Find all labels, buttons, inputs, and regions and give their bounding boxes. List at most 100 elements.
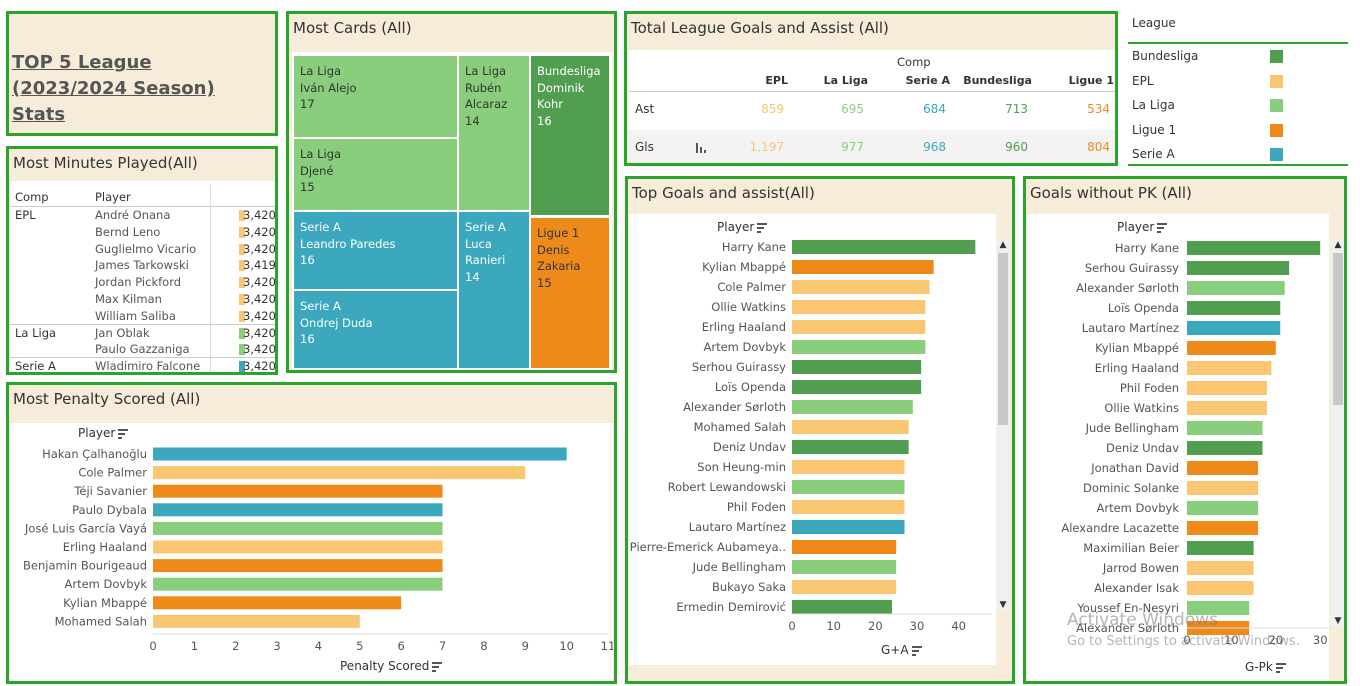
top-ga-player-header: Player [717, 220, 768, 234]
bar[interactable] [792, 360, 922, 374]
gnpk-axis-label: G-Pk [1245, 660, 1273, 674]
sort-icon[interactable] [1275, 663, 1286, 673]
bar[interactable] [1187, 441, 1263, 455]
bar[interactable] [1187, 481, 1259, 495]
sort-icon[interactable] [757, 223, 768, 233]
bar[interactable] [792, 280, 930, 294]
bar[interactable] [792, 340, 926, 354]
minutes-player-cell: Jordan Pickford [95, 275, 182, 290]
treemap-tile[interactable]: Serie A Luca Ranieri 14 [459, 212, 529, 368]
legend-item-label[interactable]: Serie A [1132, 147, 1175, 162]
scroll-up-icon[interactable]: ▲ [999, 240, 1007, 250]
bar[interactable] [792, 320, 926, 334]
bar[interactable] [153, 484, 443, 498]
bar[interactable] [153, 466, 526, 480]
bar-category-label: Serhou Guirassy [692, 360, 786, 374]
bar[interactable] [1187, 301, 1281, 315]
minutes-mini-bar [239, 361, 245, 372]
bar[interactable] [792, 260, 934, 274]
sort-icon[interactable] [432, 662, 443, 672]
bar[interactable] [792, 560, 897, 574]
legend-item-label[interactable]: Bundesliga [1132, 49, 1199, 63]
scroll-down-icon[interactable]: ▼ [1334, 616, 1342, 626]
minutes-value-cell: 3,420 [243, 325, 275, 340]
bar[interactable] [153, 503, 443, 517]
bar[interactable] [153, 540, 443, 554]
bar-category-label: Cole Palmer [78, 466, 147, 480]
top-ga-scrollbar[interactable]: ▲ ▼ [996, 239, 1010, 611]
bar[interactable] [1187, 521, 1259, 535]
treemap-tile[interactable]: Ligue 1 Denis Zakaria 15 [531, 218, 609, 368]
bar[interactable] [792, 440, 909, 454]
penalty-player-label: Player [78, 426, 116, 440]
minutes-player-cell: Wladimiro Falcone [95, 359, 201, 372]
bar[interactable] [792, 540, 897, 554]
bar[interactable] [1187, 561, 1254, 575]
bar[interactable] [1187, 361, 1272, 375]
totals-value-cell: 977 [841, 140, 864, 154]
bar[interactable] [792, 380, 922, 394]
bar[interactable] [792, 420, 909, 434]
sort-icon[interactable] [1157, 223, 1168, 233]
x-tick-label: 20 [868, 619, 883, 633]
tile-player: Iván Alejo [300, 80, 357, 95]
bar[interactable] [1187, 581, 1254, 595]
legend-item-label[interactable]: Ligue 1 [1132, 122, 1177, 137]
treemap-tile[interactable]: La Liga Rubén Alcaraz 14 [459, 56, 529, 210]
sort-icon[interactable] [118, 429, 129, 439]
bar[interactable] [1187, 541, 1254, 555]
bar[interactable] [1187, 281, 1285, 295]
totals-table: Comp EPL La Liga Serie A Bundesliga Ligue 1 A… [628, 50, 1115, 163]
treemap-tile[interactable]: Bundesliga Dominik Kohr 16 [531, 56, 609, 215]
bar[interactable] [792, 520, 905, 534]
bar[interactable] [792, 600, 892, 614]
bar[interactable] [792, 480, 905, 494]
treemap-tile[interactable]: La Liga Djené 15 [294, 139, 457, 210]
bar[interactable] [792, 500, 905, 514]
bar[interactable] [153, 614, 360, 628]
header-divider [10, 206, 275, 207]
bar[interactable] [1187, 321, 1281, 335]
bar[interactable] [1187, 601, 1250, 615]
bar[interactable] [153, 577, 443, 591]
bar[interactable] [153, 447, 567, 461]
bar-category-label: Dominic Solanke [1083, 481, 1179, 495]
bar[interactable] [153, 521, 443, 535]
bar[interactable] [1187, 421, 1263, 435]
treemap-tile[interactable]: Serie A Leandro Paredes 16 [294, 212, 457, 289]
x-tick-label: 9 [522, 639, 529, 653]
bar[interactable] [1187, 341, 1276, 355]
bar[interactable] [1187, 261, 1290, 275]
treemap-tile[interactable]: Serie A Ondrej Duda 16 [294, 291, 457, 368]
totals-value-cell: 684 [923, 102, 946, 116]
legend-item-label[interactable]: La Liga [1132, 98, 1175, 113]
bar[interactable] [792, 460, 905, 474]
bar[interactable] [792, 400, 913, 414]
bar[interactable] [1187, 241, 1321, 255]
bar-chart-icon[interactable] [696, 143, 706, 153]
scroll-thumb[interactable] [998, 253, 1008, 425]
bar[interactable] [153, 596, 402, 610]
scroll-up-icon[interactable]: ▲ [1334, 240, 1342, 250]
totals-value-cell: 1,197 [749, 140, 784, 154]
scroll-down-icon[interactable]: ▼ [999, 600, 1007, 610]
bar[interactable] [792, 580, 897, 594]
bar[interactable] [1187, 381, 1267, 395]
gnpk-scrollbar[interactable]: ▲ ▼ [1331, 239, 1344, 627]
minutes-player-cell: Max Kilman [95, 292, 162, 306]
scroll-thumb[interactable] [1333, 253, 1343, 405]
sort-icon[interactable] [911, 646, 922, 656]
bar[interactable] [792, 240, 976, 254]
treemap-tile[interactable]: La Liga Iván Alejo 17 [294, 56, 457, 137]
bar[interactable] [1187, 461, 1259, 475]
bar[interactable] [1187, 501, 1259, 515]
bar[interactable] [792, 300, 926, 314]
bar-category-label: José Luis García Vayá [24, 521, 147, 535]
minutes-player-cell: Jan Oblak [95, 325, 150, 340]
dashboard-title[interactable]: TOP 5 League (2023/2024 Season) Stats [12, 52, 215, 125]
legend-item-label[interactable]: EPL [1132, 73, 1154, 88]
x-tick-label: 0 [1183, 633, 1190, 647]
bar-category-label: Alexander Sørloth [683, 400, 786, 414]
bar[interactable] [1187, 401, 1267, 415]
bar[interactable] [153, 559, 443, 573]
